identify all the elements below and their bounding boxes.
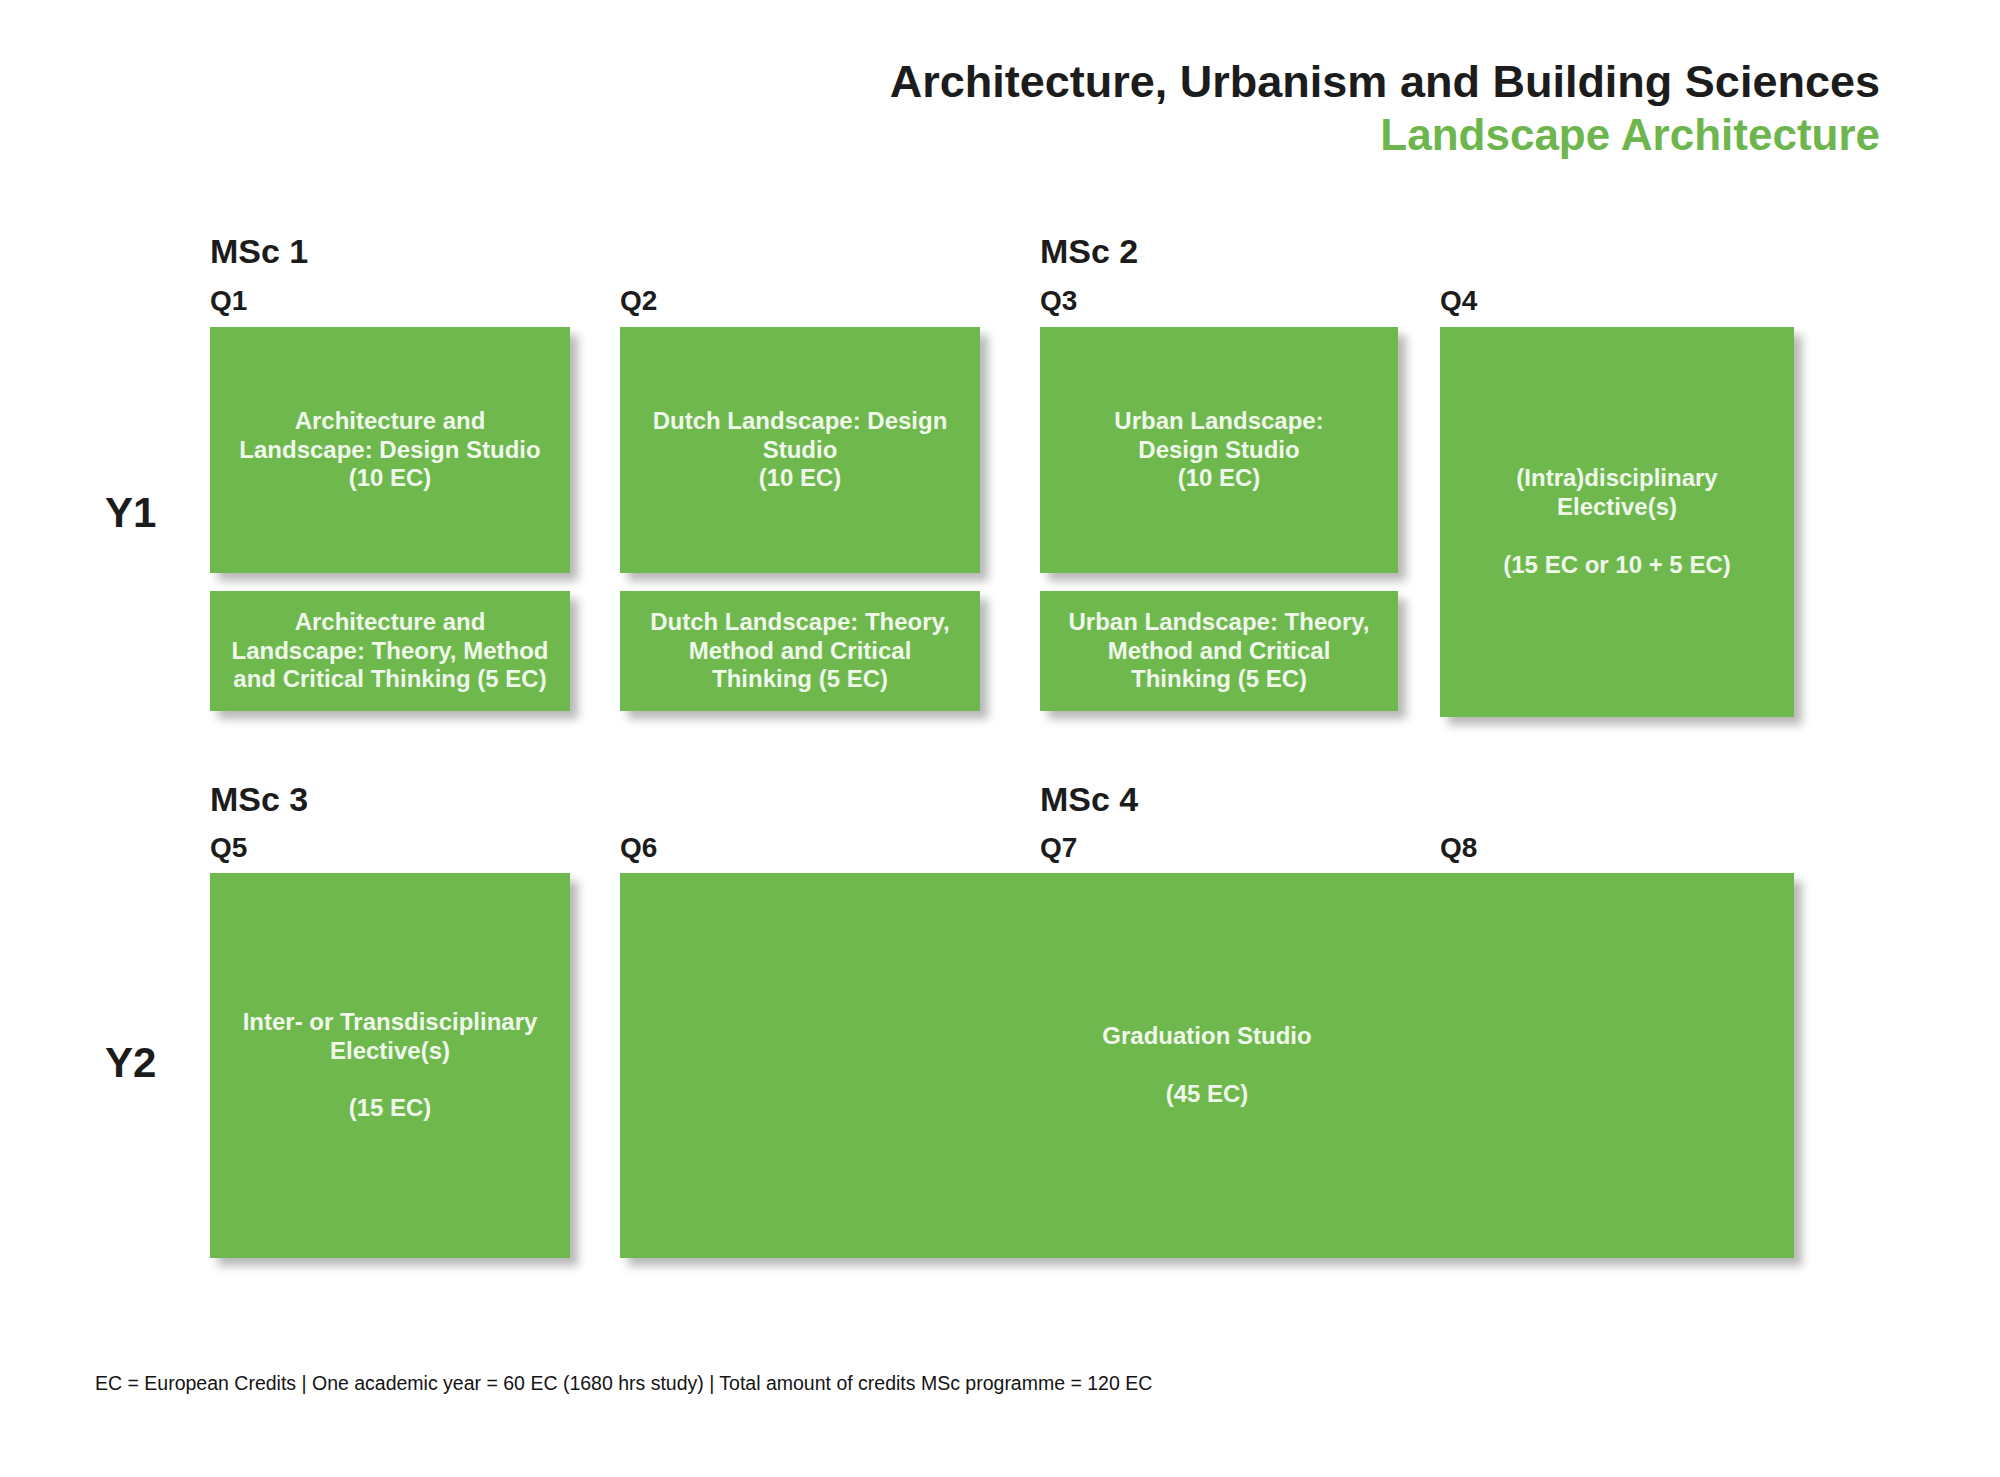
course-title: Architecture and Landscape: Theory, Meth… <box>210 608 570 694</box>
course-box-q1-design-studio: Architecture and Landscape: Design Studi… <box>210 327 570 573</box>
year-label-y2: Y2 <box>105 1042 156 1084</box>
course-box-graduation-studio: Graduation Studio (45 EC) <box>620 873 1794 1258</box>
quarter-label-q7: Q7 <box>1040 834 1077 862</box>
quarter-label-q4: Q4 <box>1440 287 1477 315</box>
credits-legend: EC = European Credits | One academic yea… <box>95 1372 1152 1395</box>
msc1-label: MSc 1 <box>210 234 308 268</box>
course-title: Graduation Studio (45 EC) <box>620 1022 1794 1108</box>
quarter-label-q6: Q6 <box>620 834 657 862</box>
course-title: Urban Landscape: Theory, Method and Crit… <box>1040 608 1398 694</box>
course-title: Urban Landscape: Design Studio (10 EC) <box>1040 407 1398 493</box>
page-subtitle: Landscape Architecture <box>1380 110 1880 160</box>
course-box-q2-design-studio: Dutch Landscape: Design Studio (10 EC) <box>620 327 980 573</box>
course-title: Inter- or Transdisciplinary Elective(s) … <box>210 1008 570 1123</box>
course-title: Dutch Landscape: Design Studio (10 EC) <box>620 407 980 493</box>
msc2-label: MSc 2 <box>1040 234 1138 268</box>
msc3-label: MSc 3 <box>210 782 308 816</box>
course-title: Dutch Landscape: Theory, Method and Crit… <box>620 608 980 694</box>
course-box-q4-electives: (Intra)disciplinary Elective(s) (15 EC o… <box>1440 327 1794 717</box>
course-box-q3-theory: Urban Landscape: Theory, Method and Crit… <box>1040 591 1398 711</box>
quarter-label-q2: Q2 <box>620 287 657 315</box>
quarter-label-q1: Q1 <box>210 287 247 315</box>
course-box-q3-design-studio: Urban Landscape: Design Studio (10 EC) <box>1040 327 1398 573</box>
page-title: Architecture, Urbanism and Building Scie… <box>890 56 1880 108</box>
curriculum-diagram: Architecture, Urbanism and Building Scie… <box>0 0 2000 1477</box>
msc4-label: MSc 4 <box>1040 782 1138 816</box>
course-box-q2-theory: Dutch Landscape: Theory, Method and Crit… <box>620 591 980 711</box>
quarter-label-q8: Q8 <box>1440 834 1477 862</box>
course-box-q5-electives: Inter- or Transdisciplinary Elective(s) … <box>210 873 570 1258</box>
course-title: Architecture and Landscape: Design Studi… <box>210 407 570 493</box>
course-title: (Intra)disciplinary Elective(s) (15 EC o… <box>1440 464 1794 579</box>
course-box-q1-theory: Architecture and Landscape: Theory, Meth… <box>210 591 570 711</box>
quarter-label-q3: Q3 <box>1040 287 1077 315</box>
year-label-y1: Y1 <box>105 492 156 534</box>
quarter-label-q5: Q5 <box>210 834 247 862</box>
